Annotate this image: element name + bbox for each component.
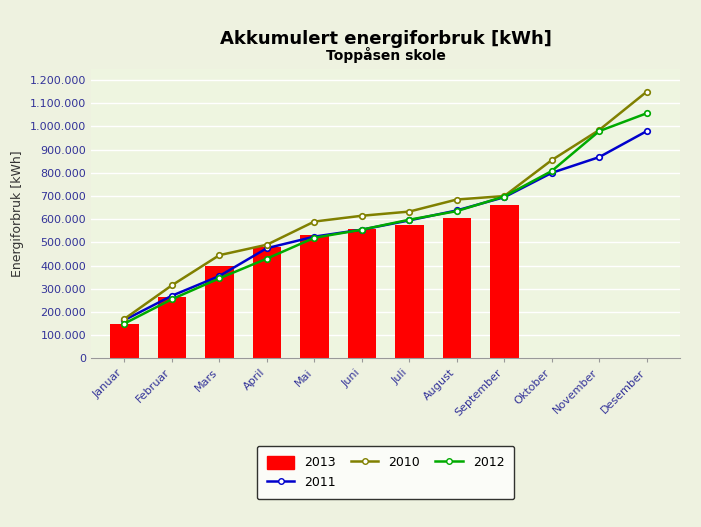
Bar	[252, 247, 281, 358]
2010	[595, 127, 604, 133]
2010	[643, 89, 651, 95]
2011	[595, 154, 604, 160]
Y-axis label: Energiforbruk [kWh]: Energiforbruk [kWh]	[11, 150, 25, 277]
Bar	[490, 206, 519, 358]
2010	[120, 316, 128, 322]
2012	[453, 208, 461, 214]
2010	[405, 208, 414, 214]
2012	[120, 320, 128, 327]
Bar	[158, 297, 186, 358]
Text: Toppåsen skole: Toppåsen skole	[325, 47, 446, 63]
2010	[310, 218, 318, 225]
2012	[500, 193, 508, 200]
Bar	[300, 236, 329, 358]
Bar	[395, 225, 423, 358]
2012	[358, 227, 366, 233]
2010	[358, 212, 366, 219]
2011	[263, 245, 271, 251]
Line: 2010: 2010	[121, 89, 650, 321]
Legend: 2013, 2011, 2010, 2012: 2013, 2011, 2010, 2012	[257, 446, 515, 499]
Title: Akkumulert energiforbruk [kWh]: Akkumulert energiforbruk [kWh]	[219, 30, 552, 47]
2010	[547, 157, 556, 163]
Bar	[442, 218, 471, 358]
2010	[263, 241, 271, 248]
2011	[405, 217, 414, 223]
2011	[120, 317, 128, 323]
2012	[405, 217, 414, 223]
Line: 2012: 2012	[121, 111, 650, 326]
2012	[168, 296, 176, 302]
2011	[310, 233, 318, 240]
2011	[453, 207, 461, 213]
2011	[358, 227, 366, 233]
2010	[453, 197, 461, 203]
2012	[595, 128, 604, 134]
2012	[215, 275, 224, 281]
2012	[310, 235, 318, 241]
2012	[547, 168, 556, 174]
2011	[500, 194, 508, 200]
Bar	[205, 266, 233, 358]
2011	[168, 292, 176, 299]
2012	[263, 256, 271, 262]
2010	[168, 282, 176, 288]
2011	[547, 170, 556, 176]
Bar	[348, 229, 376, 358]
2011	[643, 128, 651, 134]
Line: 2011: 2011	[121, 129, 650, 323]
2010	[500, 193, 508, 199]
2011	[215, 273, 224, 279]
Bar	[110, 324, 139, 358]
2012	[643, 110, 651, 116]
2010	[215, 252, 224, 258]
